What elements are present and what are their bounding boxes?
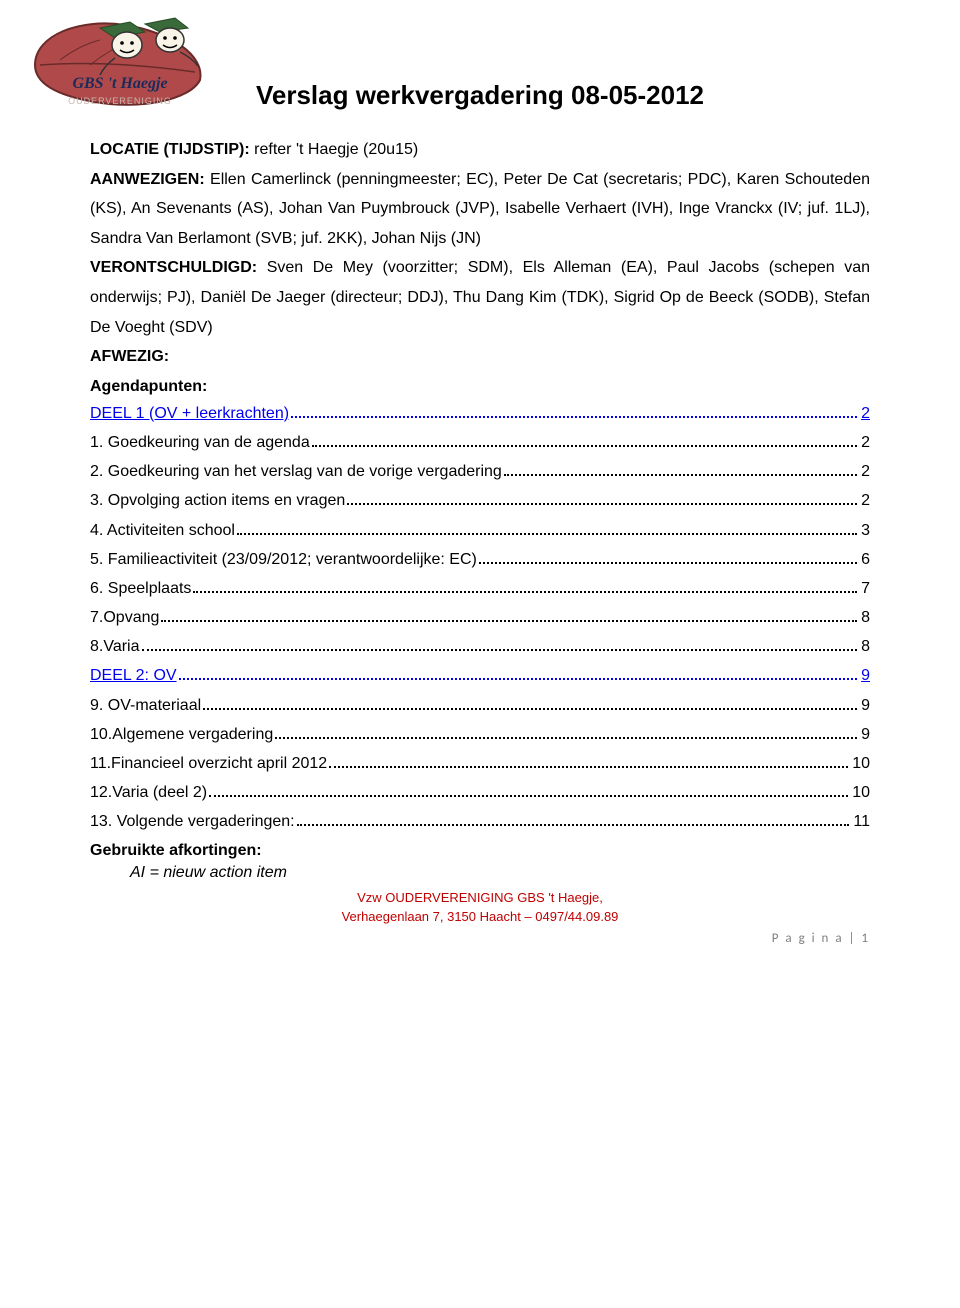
svg-text:GBS 't Haegje: GBS 't Haegje bbox=[72, 75, 167, 92]
toc-leader-dots bbox=[179, 678, 858, 680]
toc-row: 10.Algemene vergadering 9 bbox=[90, 721, 870, 748]
toc-page: 10 bbox=[852, 779, 870, 806]
toc-leader-dots bbox=[347, 503, 857, 505]
toc-leader-dots bbox=[504, 474, 857, 476]
toc-row: 13. Volgende vergaderingen: 11 bbox=[90, 808, 870, 835]
verontschuldigd-label: VERONTSCHULDIGD: bbox=[90, 259, 257, 276]
toc-row: 11.Financieel overzicht april 2012 10 bbox=[90, 750, 870, 777]
toc-label: 3. Opvolging action items en vragen bbox=[90, 487, 345, 514]
toc-leader-dots bbox=[312, 445, 857, 447]
toc-label[interactable]: DEEL 2: OV bbox=[90, 662, 177, 689]
footer-line-2: Verhaegenlaan 7, 3150 Haacht – 0497/44.0… bbox=[90, 907, 870, 927]
aanwezigen-value: Ellen Camerlinck (penningmeester; EC), P… bbox=[90, 171, 870, 247]
toc-leader-dots bbox=[275, 737, 857, 739]
toc-page: 9 bbox=[861, 721, 870, 748]
toc-label: 8.Varia bbox=[90, 633, 140, 660]
toc-label: 13. Volgende vergaderingen: bbox=[90, 808, 295, 835]
toc-label[interactable]: DEEL 1 (OV + leerkrachten) bbox=[90, 400, 289, 427]
toc-row: 8.Varia 8 bbox=[90, 633, 870, 660]
toc-row[interactable]: DEEL 2: OV 9 bbox=[90, 662, 870, 689]
toc-leader-dots bbox=[209, 795, 848, 797]
toc-page: 2 bbox=[861, 458, 870, 485]
toc-label: 2. Goedkeuring van het verslag van de vo… bbox=[90, 458, 502, 485]
toc-leader-dots bbox=[142, 649, 858, 651]
toc-page: 2 bbox=[861, 429, 870, 456]
meta-block: LOCATIE (TIJDSTIP): refter 't Haegje (20… bbox=[90, 135, 870, 372]
logo: GBS 't Haegje OUDERVERENIGING bbox=[20, 10, 220, 120]
toc-row: 1. Goedkeuring van de agenda 2 bbox=[90, 429, 870, 456]
toc-leader-dots bbox=[237, 533, 857, 535]
toc-row: 12.Varia (deel 2) 10 bbox=[90, 779, 870, 806]
toc-row: 5. Familieactiviteit (23/09/2012; verant… bbox=[90, 546, 870, 573]
locatie-value: refter 't Haegje (20u15) bbox=[254, 141, 418, 158]
toc-page: 9 bbox=[861, 692, 870, 719]
toc-leader-dots bbox=[479, 562, 857, 564]
toc-row: 6. Speelplaats 7 bbox=[90, 575, 870, 602]
abbrev-heading: Gebruikte afkortingen: bbox=[90, 842, 870, 860]
toc-label: 11.Financieel overzicht april 2012 bbox=[90, 750, 327, 777]
toc-page: 6 bbox=[861, 546, 870, 573]
abbrev-item: AI = nieuw action item bbox=[130, 864, 870, 882]
toc-label: 10.Algemene vergadering bbox=[90, 721, 273, 748]
toc-label: 1. Goedkeuring van de agenda bbox=[90, 429, 310, 456]
toc-row: 9. OV-materiaal 9 bbox=[90, 692, 870, 719]
toc-label: 4. Activiteiten school bbox=[90, 517, 235, 544]
toc-row: 4. Activiteiten school 3 bbox=[90, 517, 870, 544]
toc-page: 10 bbox=[852, 750, 870, 777]
table-of-contents: DEEL 1 (OV + leerkrachten) 2 1. Goedkeuri… bbox=[90, 400, 870, 836]
toc-page: 3 bbox=[861, 517, 870, 544]
toc-page: 8 bbox=[861, 604, 870, 631]
toc-leader-dots bbox=[329, 766, 848, 768]
toc-label: 5. Familieactiviteit (23/09/2012; verant… bbox=[90, 546, 477, 573]
footer-line-1: Vzw OUDERVERENIGING GBS 't Haegje, bbox=[90, 888, 870, 908]
locatie-label: LOCATIE (TIJDSTIP): bbox=[90, 141, 250, 158]
afwezig-label: AFWEZIG: bbox=[90, 348, 169, 365]
toc-leader-dots bbox=[193, 591, 857, 593]
toc-leader-dots bbox=[161, 620, 857, 622]
toc-label: 12.Varia (deel 2) bbox=[90, 779, 207, 806]
page-number: P a g i n a | 1 bbox=[90, 931, 870, 946]
toc-row[interactable]: DEEL 1 (OV + leerkrachten) 2 bbox=[90, 400, 870, 427]
toc-page: 2 bbox=[861, 487, 870, 514]
toc-row: 2. Goedkeuring van het verslag van de vo… bbox=[90, 458, 870, 485]
toc-page[interactable]: 2 bbox=[861, 400, 870, 427]
toc-page: 7 bbox=[861, 575, 870, 602]
toc-label: 6. Speelplaats bbox=[90, 575, 191, 602]
aanwezigen-label: AANWEZIGEN: bbox=[90, 171, 205, 188]
toc-row: 7.Opvang 8 bbox=[90, 604, 870, 631]
toc-page[interactable]: 9 bbox=[861, 662, 870, 689]
footer: Vzw OUDERVERENIGING GBS 't Haegje, Verha… bbox=[90, 888, 870, 927]
toc-leader-dots bbox=[203, 708, 857, 710]
toc-leader-dots bbox=[297, 824, 850, 826]
agenda-heading: Agendapunten: bbox=[90, 378, 870, 396]
toc-leader-dots bbox=[291, 416, 857, 418]
toc-row: 3. Opvolging action items en vragen 2 bbox=[90, 487, 870, 514]
toc-page: 11 bbox=[853, 808, 870, 835]
toc-page: 8 bbox=[861, 633, 870, 660]
toc-label: 7.Opvang bbox=[90, 604, 159, 631]
svg-text:OUDERVERENIGING: OUDERVERENIGING bbox=[68, 96, 172, 106]
toc-label: 9. OV-materiaal bbox=[90, 692, 201, 719]
